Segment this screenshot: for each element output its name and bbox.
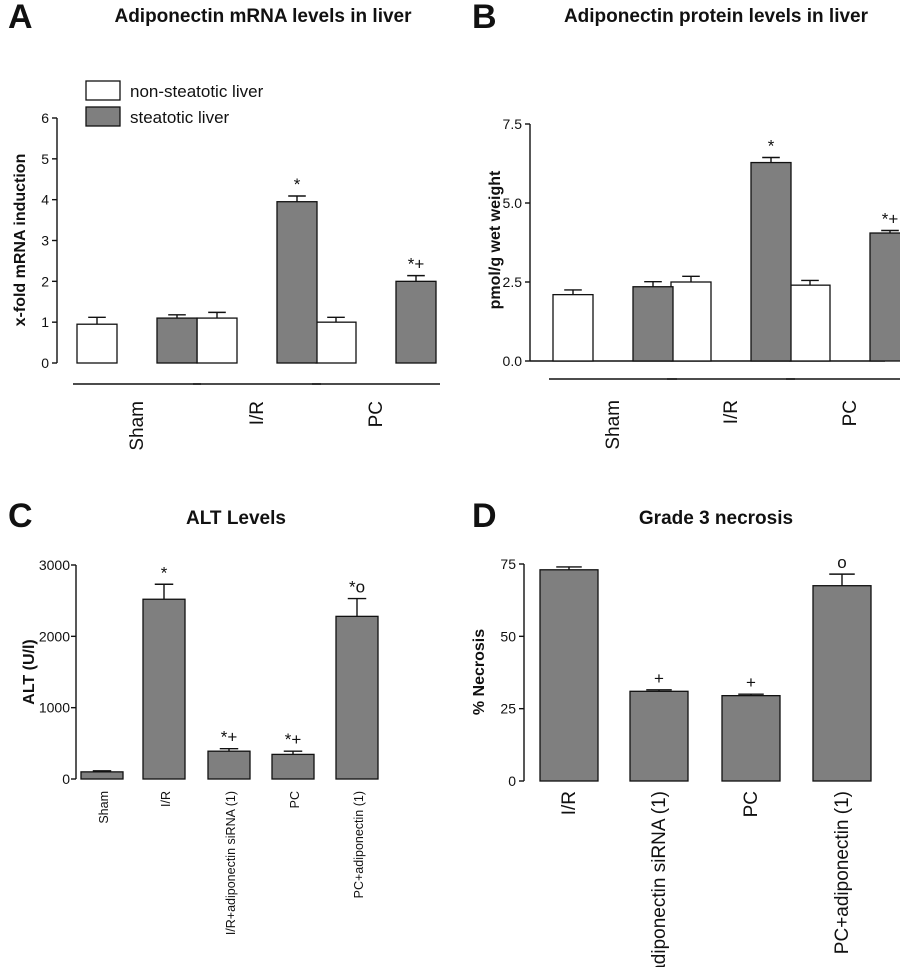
significance-marker: + (654, 669, 664, 688)
bar-c-s0-c4 (335, 615, 379, 780)
y-tick-label: 5 (41, 151, 49, 167)
bar-d-s0-c2 (721, 694, 781, 782)
significance-marker: *o (349, 578, 365, 597)
bar-c-s0-c2 (207, 750, 251, 780)
significance-marker: + (746, 673, 756, 692)
significance-marker: *+ (882, 209, 899, 228)
y-tick-label: 1000 (39, 700, 70, 716)
y-tick-label: 2 (41, 273, 49, 289)
bar-b-s0-c1 (670, 281, 712, 362)
y-tick-label: 5.0 (503, 195, 523, 211)
bar-a-s1-c0 (156, 317, 198, 364)
y-tick-label: 0.0 (503, 353, 523, 369)
x-tick-label: PC+adiponectin (1) (352, 791, 366, 898)
significance-marker: *+ (285, 730, 302, 749)
x-tick-label: Sham (603, 400, 624, 450)
bar-a-s1-c2 (395, 280, 437, 364)
panel-a: A Adiponectin mRNA levels in liver x-fold … (8, 0, 440, 451)
y-tick-label: 7.5 (503, 116, 523, 132)
x-tick-label: I/R (247, 401, 268, 425)
panel-label: A (8, 0, 33, 36)
significance-marker: * (768, 136, 775, 155)
y-tick-label: 0 (508, 773, 516, 789)
significance-marker: * (294, 175, 301, 194)
y-tick-label: 75 (500, 556, 516, 572)
x-tick-label: PC (741, 791, 762, 817)
bar-b-s0-c0 (552, 293, 594, 362)
bar-c-s0-c1 (142, 598, 186, 780)
legend-label: non-steatotic liver (130, 82, 264, 101)
y-tick-label: 3000 (39, 557, 70, 573)
legend: non-steatotic liver steatotic liver (85, 80, 264, 127)
bar-d-s0-c3 (812, 585, 872, 782)
y-tick-label: 1 (41, 314, 49, 330)
bar-a-s0-c0 (76, 323, 118, 364)
y-axis-label: x-fold mRNA induction (12, 154, 29, 327)
panel-d: D Grade 3 necrosis % Necrosis 0 25 50 75 + + o I/R… (471, 497, 872, 967)
x-tick-label: PC (366, 401, 387, 427)
x-tick-label: Sham (127, 401, 148, 451)
x-tick-label: PC (840, 400, 861, 426)
y-tick-label: 25 (500, 701, 516, 717)
x-tick-label: Sham (97, 791, 111, 824)
x-tick-label: I/R (721, 400, 742, 424)
bar-a-s0-c2 (315, 321, 357, 364)
chart-title: Adiponectin mRNA levels in liver (114, 6, 412, 27)
bar-a-s0-c1 (196, 317, 238, 364)
significance-marker: *+ (221, 728, 238, 747)
y-axis-label: pmol/g wet weight (487, 170, 504, 309)
bar-b-s1-c2 (869, 232, 900, 362)
panel-label: D (472, 497, 497, 535)
panel-b: B Adiponectin protein levels in liver pmol… (472, 0, 900, 450)
significance-marker: o (837, 553, 846, 572)
x-tick-label: I/R (559, 791, 580, 815)
y-tick-label: 4 (41, 192, 49, 208)
legend-swatch-1 (85, 106, 121, 127)
legend-swatch-0 (85, 80, 121, 101)
panel-c: C ALT Levels ALT (U/l) 0 1000 2000 3000 * *+ *+ *o… (8, 497, 379, 935)
chart-title: ALT Levels (186, 508, 286, 529)
bar-b-s0-c2 (789, 284, 831, 362)
x-tick-label: I/R (159, 791, 173, 807)
chart-title: Adiponectin protein levels in liver (564, 6, 869, 27)
bar-b-s1-c1 (750, 161, 792, 362)
chart-title: Grade 3 necrosis (639, 508, 793, 529)
x-tick-label: PC+adiponectin (1) (832, 791, 853, 954)
y-axis-label: ALT (U/l) (21, 639, 38, 704)
y-tick-label: 2.5 (503, 274, 523, 290)
bar-d-s0-c0 (539, 569, 599, 782)
legend-label: steatotic liver (130, 108, 230, 127)
significance-marker: * (161, 563, 168, 582)
bar-d-s0-c1 (629, 690, 689, 782)
y-tick-label: 50 (500, 628, 516, 644)
y-axis-label: % Necrosis (471, 629, 488, 715)
y-tick-label: 2000 (39, 628, 70, 644)
y-tick-label: 6 (41, 110, 49, 126)
panel-label: B (472, 0, 497, 36)
x-tick-label: I/R+adiponectin siRNA (1) (649, 791, 670, 967)
bar-c-s0-c3 (271, 753, 315, 780)
y-tick-label: 3 (41, 233, 49, 249)
x-tick-label: PC (288, 791, 302, 808)
bar-a-s1-c1 (276, 201, 318, 364)
x-tick-label: I/R+adiponectin siRNA (1) (224, 791, 238, 935)
bar-c-s0-c0 (80, 771, 124, 780)
significance-marker: *+ (408, 255, 425, 274)
panel-label: C (8, 497, 33, 535)
y-tick-label: 0 (41, 355, 49, 371)
bar-b-s1-c0 (632, 286, 674, 362)
y-tick-label: 0 (62, 771, 70, 787)
